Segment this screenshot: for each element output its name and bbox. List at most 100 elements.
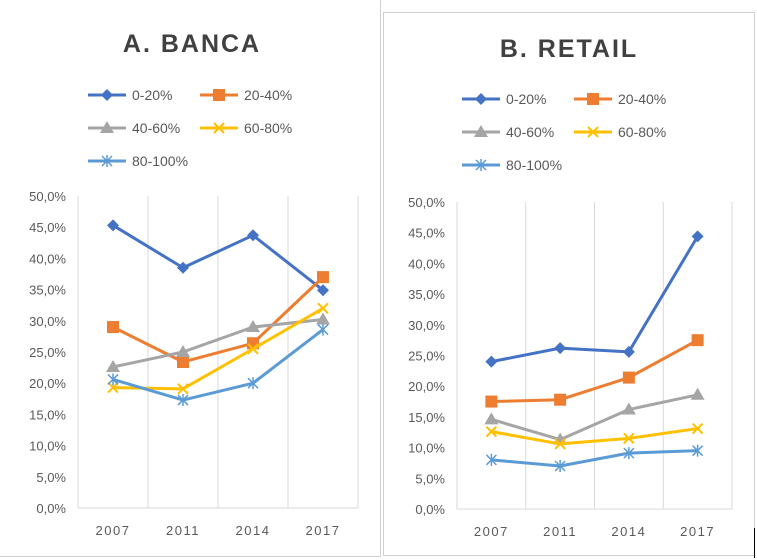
legend-label: 20-40% <box>244 87 292 103</box>
legend-swatch-marker <box>475 159 487 171</box>
x-tick-label: 2014 <box>236 523 271 538</box>
data-point <box>177 383 189 395</box>
series-line <box>112 276 325 364</box>
legend-item: 40-60% <box>88 120 180 136</box>
data-point <box>622 371 635 384</box>
legend-label: 40-60% <box>506 124 554 140</box>
legend-item: 60-80% <box>574 124 666 140</box>
y-tick-label: 20,0% <box>29 376 66 391</box>
data-point <box>107 381 119 394</box>
legend-swatch-marker <box>474 125 488 137</box>
data-point <box>690 387 705 400</box>
legend-label: 60-80% <box>244 120 292 136</box>
x-tick-label: 2011 <box>166 523 200 538</box>
legend-item: 0-20% <box>88 87 172 103</box>
data-point-stroke <box>691 422 704 435</box>
y-tick-label: 5,0% <box>36 470 66 485</box>
data-point-stroke <box>623 432 635 445</box>
y-tick-label: 50,0% <box>408 195 445 210</box>
legend-swatch-marker <box>213 122 225 134</box>
y-tick-label: 10,0% <box>408 441 445 456</box>
legend-label: 60-80% <box>618 124 666 140</box>
legend-item: 80-100% <box>88 153 188 169</box>
series-0-20% <box>485 230 704 368</box>
data-point-stroke <box>107 381 119 394</box>
series-line <box>112 328 324 402</box>
legend-label: 0-20% <box>506 91 546 107</box>
data-point <box>177 394 189 407</box>
y-axis-ticks: 0,0% 5,0% 10,0% 15,0% 20,0% 25,0% 30,0% 35,0% 40… <box>408 195 445 517</box>
data-point <box>691 422 704 435</box>
y-tick-label: 15,0% <box>29 407 66 422</box>
data-point <box>691 230 704 243</box>
y-tick-label: 20,0% <box>408 379 445 394</box>
x-tick-label: 2011 <box>543 524 577 539</box>
x-tick-label: 2007 <box>474 524 509 539</box>
data-point <box>691 334 704 347</box>
y-tick-label: 0,0% <box>36 501 66 516</box>
data-point <box>107 373 119 386</box>
data-point <box>317 302 329 315</box>
legend-swatch-marker-stroke <box>213 122 225 134</box>
data-point <box>485 355 498 368</box>
y-tick-label: 25,0% <box>29 345 66 360</box>
y-tick-label: 35,0% <box>408 287 445 302</box>
data-point <box>317 271 329 284</box>
legend: 0-20% 20-40% 40-60% 60-80% 80-100% <box>88 87 292 169</box>
y-tick-label: 45,0% <box>408 226 445 241</box>
data-point <box>317 323 329 336</box>
data-point <box>247 377 259 390</box>
series-line <box>491 338 699 404</box>
x-axis-ticks: 2007 2011 2014 2017 <box>474 524 714 539</box>
series-80-100% <box>485 444 704 473</box>
legend-swatch-marker <box>213 89 225 101</box>
data-point <box>316 312 330 325</box>
data-point <box>485 425 498 438</box>
series-line <box>112 224 324 292</box>
legend-swatch-marker <box>587 126 599 138</box>
data-point <box>622 345 635 358</box>
legend-swatch-marker-stroke <box>587 126 599 138</box>
x-tick-label: 2007 <box>96 523 131 538</box>
chart-retail-svg: B. RETAIL 0,0% 5,0% 10,0% 15,0% 20,0% 25,0% 30… <box>408 35 733 539</box>
chart-banca-svg: A. BANCA 0,0% 5,0% 10,0% 15,0% 20,0% 25,0% 30,… <box>29 30 359 538</box>
y-tick-label: 40,0% <box>29 251 66 266</box>
x-tick-label: 2017 <box>306 523 341 538</box>
data-point <box>554 342 567 355</box>
data-point-stroke <box>554 438 566 450</box>
series-0-20% <box>107 219 329 297</box>
y-axis-ticks: 0,0% 5,0% 10,0% 15,0% 20,0% 25,0% 30,0% 35,0% 40… <box>29 189 66 516</box>
legend-item: 40-60% <box>462 124 554 140</box>
legend-item: 80-100% <box>462 157 562 173</box>
legend-label: 0-20% <box>132 87 172 103</box>
legend-label: 40-60% <box>132 120 180 136</box>
legend-swatch-marker <box>475 93 487 105</box>
chart-panel-retail: B. RETAIL 0,0% 5,0% 10,0% 15,0% 20,0% 25,0% 30… <box>383 12 755 556</box>
y-tick-label: 0,0% <box>415 502 445 517</box>
legend-label: 80-100% <box>506 157 562 173</box>
data-point <box>623 432 635 445</box>
y-tick-label: 45,0% <box>29 220 66 235</box>
window-edge-divider <box>754 528 755 558</box>
data-point <box>554 460 566 473</box>
series-60-80% <box>485 422 704 450</box>
y-tick-label: 40,0% <box>408 256 445 271</box>
legend-item: 60-80% <box>200 120 292 136</box>
gridlines <box>456 202 733 509</box>
data-point <box>247 229 259 242</box>
x-axis-ticks: 2007 2011 2014 2017 <box>96 523 341 538</box>
series-80-100% <box>107 323 329 407</box>
data-point <box>177 261 189 274</box>
series-20-40% <box>107 271 329 368</box>
data-point <box>107 321 119 334</box>
legend-swatch-marker <box>100 121 114 133</box>
y-tick-label: 25,0% <box>408 349 445 364</box>
legend-label: 80-100% <box>132 153 188 169</box>
data-point <box>692 444 704 457</box>
data-point <box>317 284 329 297</box>
series-line <box>491 235 699 364</box>
data-point <box>485 453 497 466</box>
series-line <box>490 393 698 442</box>
y-tick-label: 30,0% <box>408 318 445 333</box>
series-line <box>112 318 324 369</box>
